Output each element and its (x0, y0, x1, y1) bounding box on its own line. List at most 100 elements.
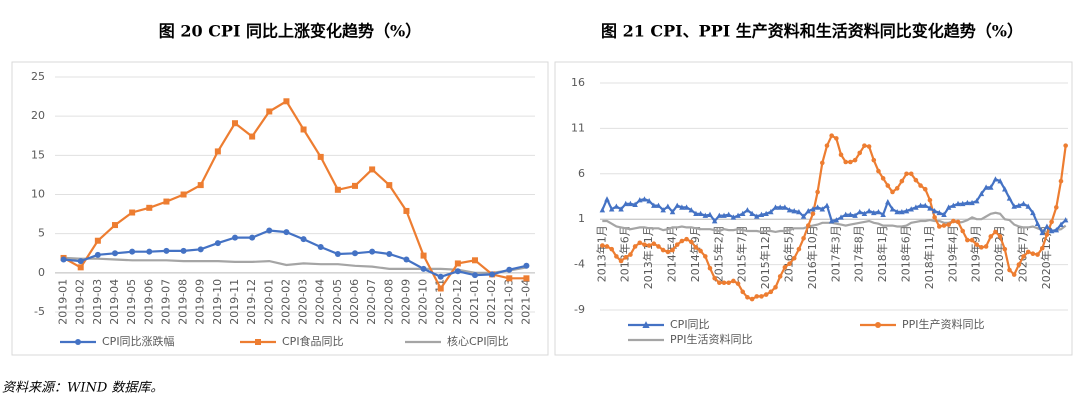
y-tick-label: 11 (571, 121, 585, 134)
marker (960, 228, 965, 234)
marker (1011, 272, 1017, 277)
marker (679, 238, 685, 244)
marker (1025, 203, 1031, 209)
marker (334, 251, 341, 258)
marker (997, 178, 1003, 184)
panel (554, 61, 1073, 356)
marker (927, 197, 933, 203)
marker (824, 143, 830, 148)
marker (735, 281, 741, 286)
marker (711, 218, 718, 224)
chart-title: 图 20 CPI 同比上涨变化趋势（%） (159, 22, 421, 41)
marker (786, 207, 793, 213)
x-tick-label: 2019-10 (211, 279, 224, 325)
marker (937, 224, 942, 229)
marker (983, 244, 989, 249)
x-tick-label: 2020-01 (262, 279, 275, 325)
marker (904, 171, 909, 177)
marker (129, 248, 136, 255)
series-line (601, 177, 1067, 235)
x-tick-label: 2021-03 (502, 279, 515, 325)
marker (266, 108, 273, 115)
x-tick-label: 2014年4月 (665, 225, 679, 282)
x-tick-label: 2019-02 (74, 279, 87, 325)
marker (974, 242, 980, 247)
series-line (63, 256, 527, 274)
marker (604, 196, 610, 202)
marker (819, 206, 826, 212)
marker (964, 199, 971, 206)
marker (77, 264, 84, 271)
marker (875, 322, 881, 328)
legend-label: CPI同比涨跌幅 (102, 334, 175, 348)
y-tick-label: 5 (38, 227, 45, 240)
marker (730, 214, 737, 220)
marker (283, 229, 290, 236)
marker (814, 204, 821, 210)
legend-label: 核心CPI同比 (447, 334, 509, 348)
marker (506, 275, 513, 282)
marker (815, 189, 820, 195)
marker (838, 152, 844, 158)
marker (978, 190, 985, 197)
marker (618, 206, 624, 212)
marker (880, 211, 886, 217)
marker (749, 296, 755, 302)
marker (642, 242, 647, 247)
marker (852, 212, 858, 218)
marker (992, 176, 999, 182)
marker (651, 241, 657, 247)
marker (983, 184, 989, 190)
marker (908, 171, 914, 177)
marker (862, 143, 867, 148)
marker (1007, 267, 1012, 273)
marker (679, 204, 685, 210)
marker (665, 203, 671, 209)
marker (214, 148, 221, 155)
marker (894, 186, 900, 191)
marker (768, 289, 774, 295)
marker (637, 240, 643, 246)
marker (632, 201, 638, 207)
marker (885, 198, 891, 205)
marker (805, 208, 812, 214)
marker (1058, 178, 1064, 184)
marker (979, 245, 984, 250)
x-tick-label: 2018年1月 (875, 225, 889, 282)
marker (386, 251, 393, 258)
marker (1062, 217, 1069, 223)
marker (716, 212, 723, 218)
marker (420, 265, 427, 272)
marker (369, 248, 376, 255)
x-tick-label: 2019-04 (108, 279, 121, 325)
marker (688, 239, 694, 245)
marker (1016, 262, 1022, 267)
marker (801, 235, 806, 241)
y-tick-label: 10 (31, 188, 45, 201)
marker (628, 252, 633, 257)
marker (936, 209, 943, 216)
x-tick-label: 2019-11 (228, 279, 241, 325)
series-line (602, 134, 1067, 301)
marker (614, 254, 619, 259)
marker (608, 206, 615, 212)
marker (959, 200, 966, 207)
marker (810, 211, 816, 217)
marker (744, 207, 751, 213)
marker (77, 258, 84, 265)
marker (843, 159, 848, 165)
marker (768, 208, 774, 215)
series-line (63, 99, 527, 291)
marker (782, 265, 788, 270)
marker (875, 208, 882, 215)
marker (651, 202, 657, 208)
y-tick-label: 16 (571, 76, 585, 89)
marker (1020, 200, 1027, 207)
marker (866, 208, 872, 214)
chart-title: 图 21 CPI、PPI 生产资料和生活资料同比变化趋势（%） (601, 22, 1023, 41)
marker (693, 245, 699, 250)
marker (300, 126, 307, 133)
marker (941, 211, 947, 217)
marker (1035, 252, 1040, 257)
